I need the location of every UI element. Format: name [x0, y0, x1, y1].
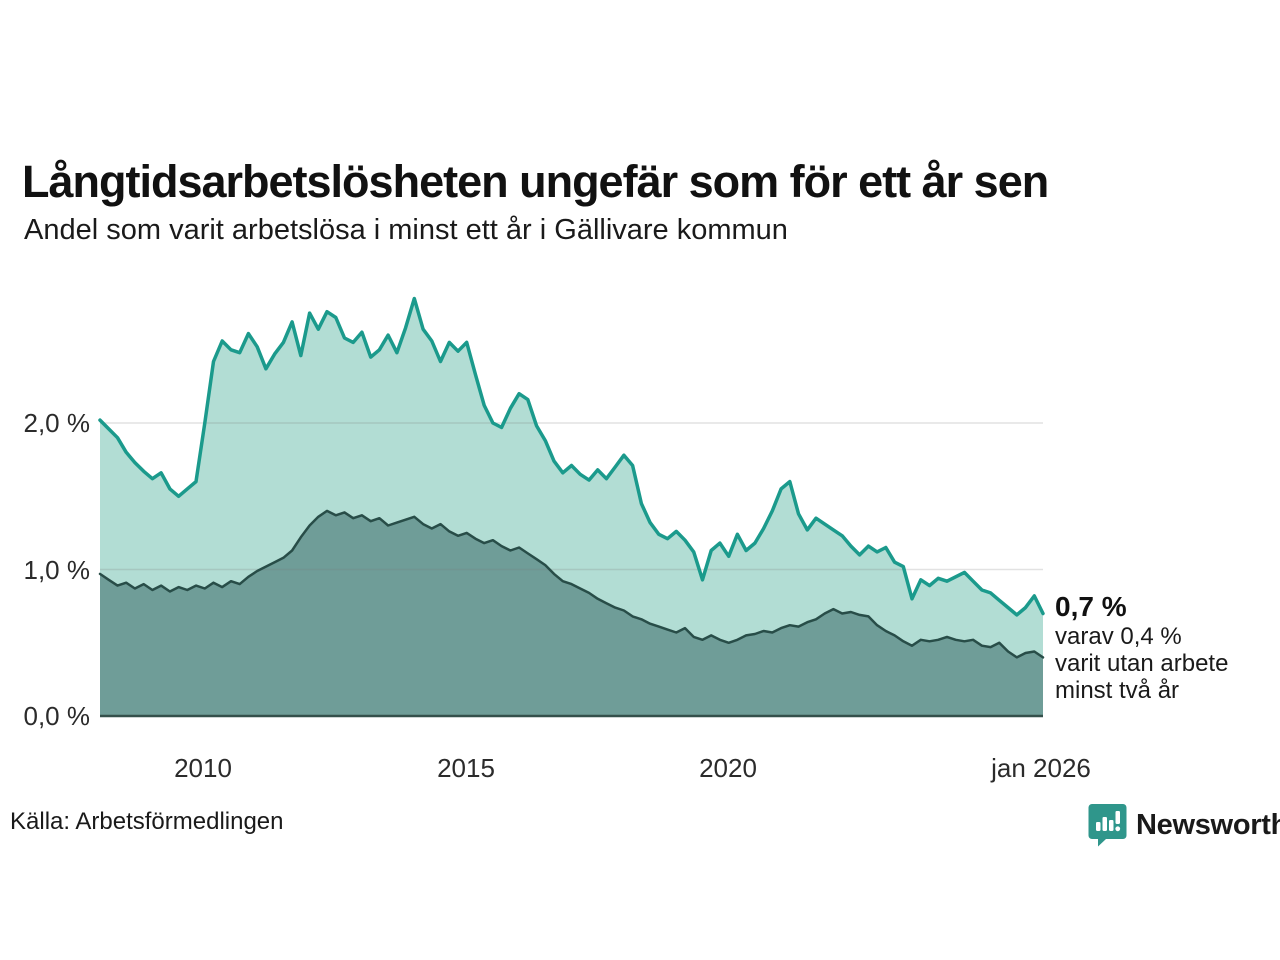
annotation-line-1: varav 0,4 %	[1055, 623, 1182, 650]
x-axis-tick-jan-2026: jan 2026	[991, 753, 1091, 783]
x-axis-tick-2020: 2020	[699, 753, 757, 783]
annotation-line-3: minst två år	[1055, 677, 1180, 704]
x-axis-tick-2015: 2015	[437, 753, 495, 783]
newsworthy-logo: Newsworthy	[1088, 803, 1280, 847]
annotation-value: 0,7 %	[1055, 591, 1127, 622]
page-title: Långtidsarbetslösheten ungefär som för e…	[22, 156, 1049, 208]
y-axis-tick-1: 1,0 %	[23, 555, 91, 585]
y-axis-tick-0: 0,0 %	[23, 701, 91, 731]
x-axis-tick-2010: 2010	[174, 753, 232, 783]
page-subtitle: Andel som varit arbetslösa i minst ett å…	[24, 214, 788, 246]
y-axis-tick-2: 2,0 %	[23, 408, 91, 438]
annotation-line-2: varit utan arbete	[1055, 650, 1229, 677]
brand-name: Newsworthy	[1136, 808, 1280, 841]
end-value-annotation: 0,7 % varav 0,4 % varit utan arbete mins…	[1055, 591, 1270, 704]
source-note: Källa: Arbetsförmedlingen	[10, 808, 284, 835]
bar-chart-speech-bubble-icon	[1088, 804, 1127, 847]
